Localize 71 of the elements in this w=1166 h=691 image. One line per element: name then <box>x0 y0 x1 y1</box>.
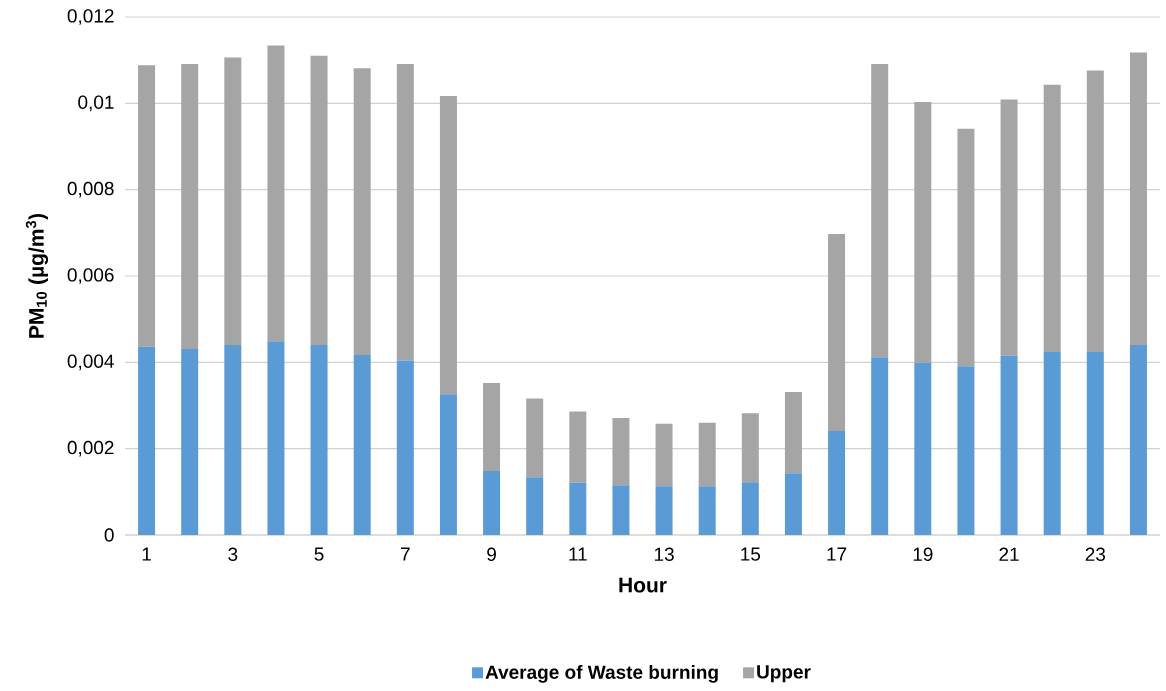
x-tick-label: 21 <box>999 547 1019 561</box>
x-tick-label: 7 <box>401 547 410 561</box>
bar <box>1129 52 1147 346</box>
bar <box>871 357 889 535</box>
bar <box>828 234 846 431</box>
x-tick-label: 15 <box>741 547 761 561</box>
bar <box>353 354 371 535</box>
x-tick-label: 3 <box>228 547 238 561</box>
bar <box>612 485 630 535</box>
legend-label: Average of Waste burning <box>485 665 718 683</box>
legend-label: Upper <box>757 665 811 683</box>
y-tick-label: 0,002 <box>67 440 114 457</box>
bar <box>569 482 587 535</box>
x-tick-label: 5 <box>314 547 324 561</box>
y-tick-label: 0,004 <box>67 354 114 371</box>
bar <box>1129 345 1147 535</box>
bar <box>914 102 932 363</box>
bar <box>914 362 932 535</box>
x-tick-label: 9 <box>487 547 496 561</box>
x-tick-label: 1 <box>142 547 151 561</box>
bar <box>1043 84 1061 352</box>
bar <box>353 68 371 355</box>
y-tick-label: 0,01 <box>78 95 114 112</box>
x-tick-label: 19 <box>913 547 933 561</box>
bar <box>310 55 328 346</box>
bar <box>1000 355 1018 535</box>
bar <box>784 392 802 474</box>
bar <box>439 95 457 395</box>
x-tick-label: 17 <box>827 547 847 561</box>
bar <box>784 473 802 535</box>
bar <box>181 348 199 535</box>
bar <box>1086 351 1104 535</box>
bar <box>396 64 414 361</box>
bar <box>526 477 544 535</box>
bar <box>741 413 759 483</box>
x-axis-title: Hour <box>619 577 667 593</box>
y-tick-label: 0,008 <box>67 181 114 198</box>
x-tick-label: 23 <box>1085 547 1106 561</box>
bar <box>698 422 716 487</box>
bar <box>483 383 501 472</box>
bar <box>1086 70 1104 352</box>
bar <box>655 486 673 535</box>
bar <box>224 345 242 535</box>
bar <box>138 65 156 347</box>
bar <box>828 430 846 535</box>
bar <box>871 64 889 358</box>
y-tick-label: 0,006 <box>67 268 114 284</box>
bar <box>526 398 544 478</box>
bar <box>569 411 587 483</box>
x-tick-label: 13 <box>654 547 674 561</box>
bar <box>1043 351 1061 535</box>
bar <box>267 45 285 342</box>
bar <box>396 360 414 535</box>
bar <box>310 345 328 535</box>
bar <box>698 486 716 535</box>
bar <box>267 341 285 535</box>
y-tick-label: 0,012 <box>67 9 114 25</box>
x-tick-label: 11 <box>569 547 587 561</box>
bar <box>957 366 975 535</box>
bar <box>612 418 630 486</box>
bar <box>138 346 156 535</box>
text: PM$_{10}$ (µg/m$^{3}$) <box>25 213 49 338</box>
bar <box>483 471 501 535</box>
bar <box>741 482 759 535</box>
bar <box>1000 99 1018 356</box>
bar <box>655 423 673 487</box>
bar <box>439 394 457 535</box>
y-tick-label: 0 <box>104 528 114 542</box>
bar <box>224 57 242 346</box>
bar <box>957 128 975 367</box>
bar <box>181 64 199 349</box>
